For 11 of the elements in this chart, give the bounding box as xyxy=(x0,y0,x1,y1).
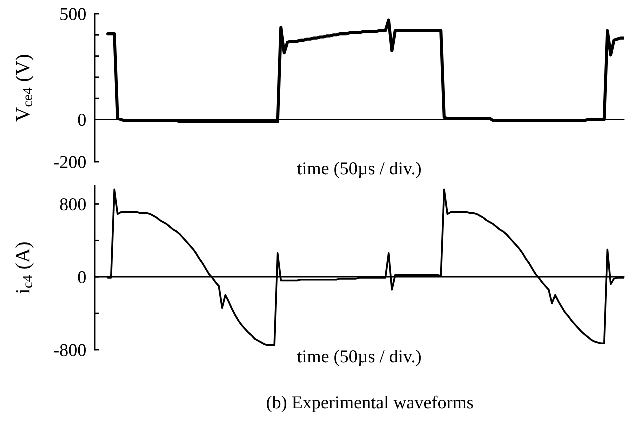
y-tick-label: -200 xyxy=(54,156,86,168)
y-axis-title: i$_{c4}$ (A) xyxy=(16,242,34,294)
text: (b) Experimental waveforms xyxy=(267,396,474,412)
y-tick-label: 0 xyxy=(78,114,86,126)
y-tick-label: 500 xyxy=(60,8,86,20)
y-tick-label: -800 xyxy=(54,344,86,356)
y-tick-label: 0 xyxy=(78,271,86,284)
y-axis-title: V$_{ce4}$ (V) xyxy=(16,55,34,122)
y-tick-label: 800 xyxy=(60,198,86,211)
x-axis-title: time (50µs / div.) xyxy=(297,162,421,178)
x-axis-title: time (50µs / div.) xyxy=(297,350,421,366)
